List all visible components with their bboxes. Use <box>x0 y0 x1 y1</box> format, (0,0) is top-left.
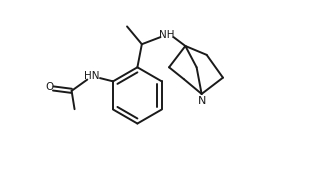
Text: O: O <box>45 82 54 92</box>
Text: N: N <box>197 96 206 106</box>
Text: HN: HN <box>84 71 100 81</box>
Text: NH: NH <box>159 30 175 40</box>
